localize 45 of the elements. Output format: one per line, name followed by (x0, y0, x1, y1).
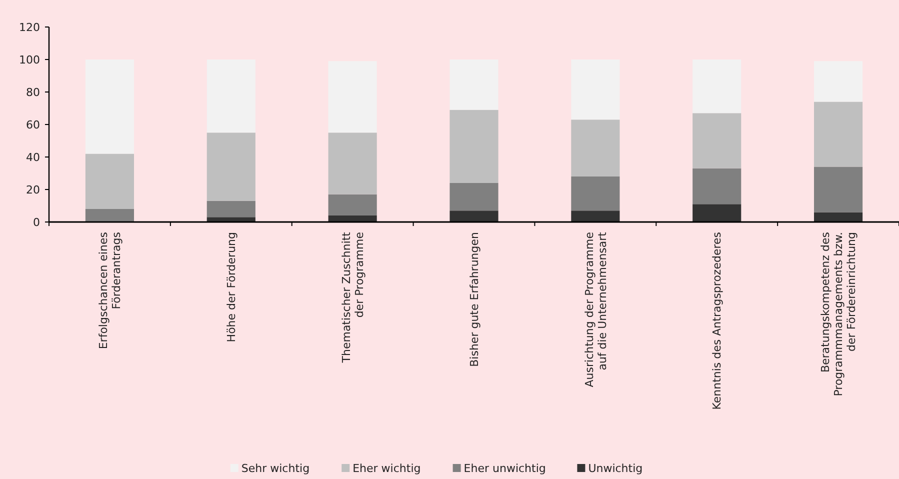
bar (692, 168, 742, 204)
bar (450, 183, 498, 211)
bar (85, 154, 134, 209)
bar (692, 60, 742, 114)
y-tick-label: 40 (26, 150, 40, 164)
y-tick-label: 80 (26, 86, 40, 99)
bar (450, 110, 498, 183)
bar (328, 216, 377, 222)
bar (814, 166, 863, 212)
bar (206, 217, 256, 222)
x-tick-label: Höhe der Förderung (224, 232, 238, 342)
bar (814, 212, 863, 222)
bar (206, 60, 256, 133)
legend-label: Unwichtig (588, 462, 643, 475)
y-tick-label: 20 (26, 183, 40, 196)
x-tick-label: Kenntnis des Antragsprozederes (710, 232, 724, 410)
x-tick-label: Thematischer Zuschnitt der Programme (340, 231, 366, 364)
bar (85, 60, 134, 154)
bar (571, 210, 620, 222)
bar (206, 200, 256, 218)
bar (328, 132, 377, 194)
x-tick-label: Ausrichtung der Programme auf die Unternehmensart (582, 231, 609, 388)
bar (450, 60, 498, 110)
y-tick-label: 100 (19, 53, 40, 66)
y-tick-label: 0 (33, 216, 40, 229)
bar (692, 113, 742, 168)
legend-label: Sehr wichtig (241, 462, 310, 475)
x-tick-label: Beratungskompetenz des Programmmanagements bzw. der Fördereinrichtung (819, 232, 858, 396)
x-tick-label: Bisher gute Erfahrungen (468, 232, 481, 367)
y-tick-label: 60 (26, 118, 40, 132)
bar (85, 209, 134, 222)
bar (692, 204, 742, 222)
x-tick-label: Erfolgschancen eines Förderantrags (97, 232, 124, 350)
bar (571, 60, 620, 120)
bar (328, 194, 377, 216)
legend-label: Eher unwichtig (464, 462, 546, 475)
legend-label: Eher wichtig (352, 462, 421, 475)
bar (450, 210, 498, 222)
bar (571, 176, 620, 211)
bar (206, 132, 256, 201)
bar (814, 61, 863, 102)
bar (328, 61, 377, 133)
y-tick-label: 120 (19, 20, 40, 34)
bar (571, 120, 620, 176)
bar (814, 102, 863, 167)
